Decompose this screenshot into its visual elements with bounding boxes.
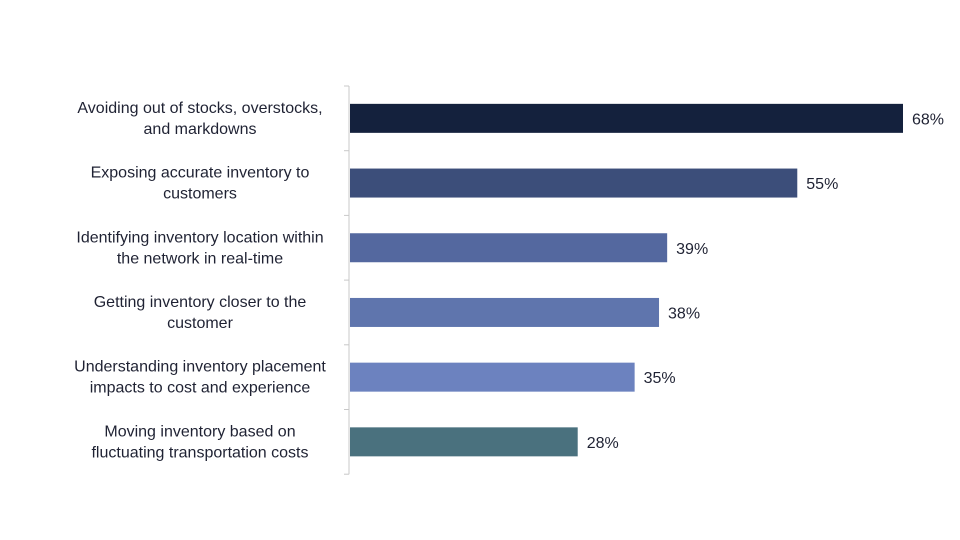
data-label: 68% (912, 111, 944, 128)
bar (350, 427, 578, 457)
data-label: 35% (644, 370, 676, 387)
tick-label: Understanding inventory placement (74, 359, 326, 376)
tick-label: fluctuating transportation costs (91, 444, 308, 461)
category-axis (344, 85, 350, 475)
tick-label: Getting inventory closer to the (94, 294, 307, 311)
labels-group: 68% Avoiding out of stocks, overstocks, an… (74, 100, 944, 462)
bar (350, 362, 635, 392)
bar (350, 103, 903, 133)
category-label: Understanding inventory placement impacts… (74, 359, 326, 397)
tick-label: Exposing accurate inventory to (91, 165, 310, 182)
category-label: Avoiding out of stocks, overstocks, and m… (77, 100, 322, 138)
tick-label: Identifying inventory location within (76, 229, 323, 246)
bar (350, 297, 660, 327)
category-label: Moving inventory based on fluctuating tra… (91, 423, 308, 461)
tick-label: Avoiding out of stocks, overstocks, (77, 100, 322, 117)
bars-group (350, 103, 903, 457)
bar (350, 168, 798, 198)
tick-label: the network in real-time (117, 250, 283, 267)
tick-label: and markdowns (144, 121, 257, 138)
category-label: Getting inventory closer to the customer (94, 294, 307, 332)
tick-label: Moving inventory based on (104, 423, 295, 440)
data-label: 28% (587, 435, 619, 452)
category-label: Identifying inventory location within the… (76, 229, 323, 267)
category-label: Exposing accurate inventory to customers (91, 165, 310, 203)
tick-label: impacts to cost and experience (90, 380, 311, 397)
bar (350, 233, 668, 263)
data-label: 39% (676, 241, 708, 258)
data-label: 38% (668, 305, 700, 322)
tick-label: customers (163, 186, 237, 203)
data-label: 55% (806, 176, 838, 193)
tick-label: customer (167, 315, 233, 332)
